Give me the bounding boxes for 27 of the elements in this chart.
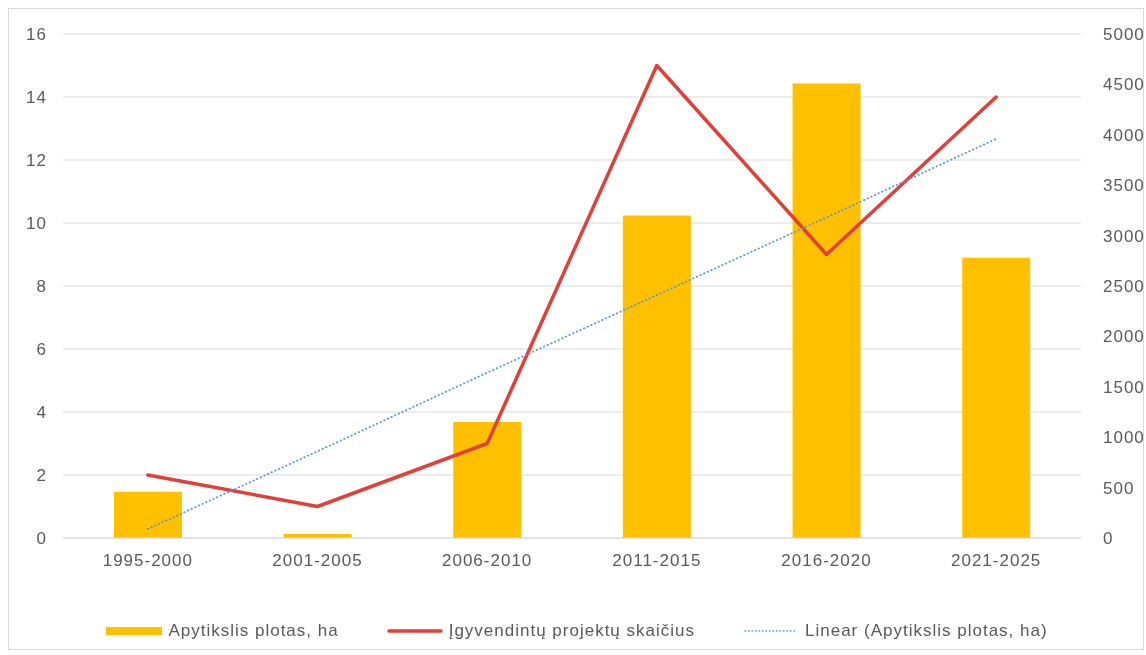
y2-tick-label: 0: [1103, 529, 1114, 549]
y-tick-label: 8: [36, 277, 47, 297]
y-tick-label: 4: [36, 403, 47, 423]
x-tick-label: 2016-2020: [781, 551, 872, 571]
x-tick-label: 2001-2005: [272, 551, 363, 571]
bar: [792, 83, 861, 538]
x-tick-label: 2021-2025: [951, 551, 1042, 571]
y-tick-label: 12: [26, 151, 47, 171]
legend-label: Įgyvendintų projektų skaičius: [448, 621, 696, 641]
y-tick-label: 14: [26, 88, 47, 108]
line-series: [146, 137, 998, 530]
y2-tick-label: 500: [1103, 478, 1135, 498]
bar: [113, 491, 182, 538]
line-series: [146, 63, 998, 509]
x-tick-label: 2006-2010: [442, 551, 533, 571]
y-tick-label: 6: [36, 340, 47, 360]
x-tick-label: 2011-2015: [612, 551, 702, 571]
y-tick-label: 0: [36, 529, 47, 549]
bar: [622, 215, 691, 538]
y-tick-label: 10: [26, 214, 47, 234]
y-tick-label: 2: [36, 466, 47, 486]
x-tick-label: 1995-2000: [102, 551, 193, 571]
y-tick-label: 16: [26, 25, 47, 45]
bar: [962, 257, 1031, 538]
legend-label: Linear (Apytikslis plotas, ha): [805, 621, 1048, 641]
legend-label: Apytikslis plotas, ha: [168, 621, 339, 641]
bar: [453, 422, 522, 538]
